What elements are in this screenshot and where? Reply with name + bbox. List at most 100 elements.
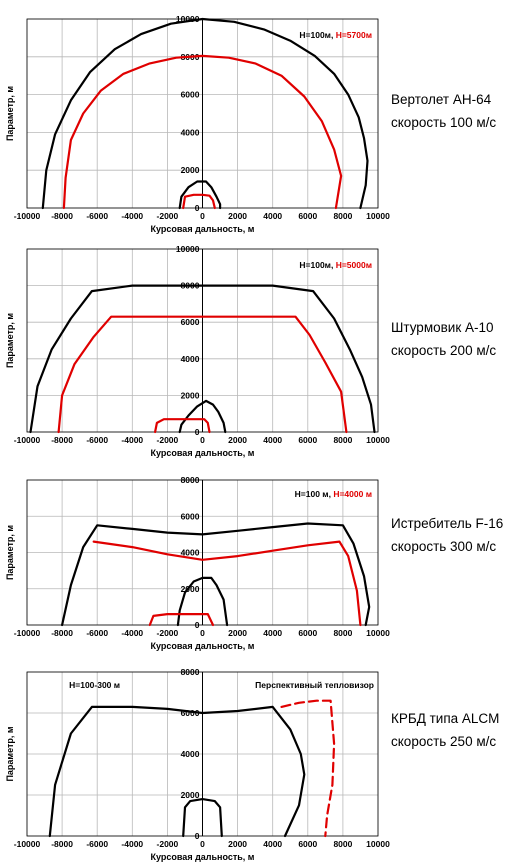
y-tick-label: 0: [195, 620, 200, 630]
aircraft-speed: скорость 100 м/с: [391, 115, 497, 130]
x-tick-label: 10000: [366, 628, 390, 638]
side-label-1: Вертолет АН-64 скорость 100 м/с: [391, 88, 519, 134]
legend: H=100-300 м: [69, 680, 120, 690]
x-tick-label: 10000: [366, 839, 390, 849]
aircraft-speed: скорость 300 м/с: [391, 539, 497, 554]
y-tick-label: 2000: [181, 790, 200, 800]
x-tick-label: -10000: [14, 435, 41, 445]
series-line: [148, 612, 215, 627]
y-tick-label: 6000: [181, 708, 200, 718]
x-tick-label: -8000: [51, 435, 73, 445]
y-tick-label: 6000: [181, 317, 200, 327]
x-tick-label: 0: [200, 211, 205, 221]
x-tick-label: 0: [200, 435, 205, 445]
series-line: [62, 54, 343, 210]
side-label-4: КРБД типа ALCM скорость 250 м/с: [391, 707, 519, 753]
y-axis-label: Параметр, м: [5, 86, 15, 141]
series-line: [182, 193, 216, 210]
series-line: [154, 418, 211, 434]
y-tick-label: 2000: [181, 165, 200, 175]
x-tick-label: 10000: [366, 435, 390, 445]
legend-entry: H=100м,: [299, 260, 335, 270]
x-tick-label: -2000: [157, 839, 179, 849]
x-axis-label: Курсовая дальность, м: [151, 641, 255, 651]
x-tick-label: 8000: [333, 628, 352, 638]
legend: H=100 м, H=4000 м: [295, 489, 372, 499]
chart-4: -10000 -8000 -6000 -4000 -2000 0 2000 4000 6000 8…: [5, 667, 390, 862]
series-line: [178, 399, 227, 434]
y-tick-label: 4000: [181, 749, 200, 759]
side-label-2: Штурмовик А-10 скорость 200 м/с: [391, 316, 519, 362]
x-tick-label: -10000: [14, 628, 41, 638]
x-tick-label: -10000: [14, 211, 41, 221]
x-tick-label: 2000: [228, 435, 247, 445]
legend-entry: H=100м,: [299, 30, 335, 40]
legend-entry: H=5000м: [336, 260, 372, 270]
legend: H=100м, H=5700м: [299, 30, 372, 40]
y-tick-label: 4000: [181, 548, 200, 558]
legend-entry: H=5700м: [336, 30, 372, 40]
aircraft-speed: скорость 250 м/с: [391, 734, 497, 749]
x-tick-label: -2000: [157, 435, 179, 445]
x-tick-label: 8000: [333, 839, 352, 849]
y-tick-label: 8000: [181, 475, 200, 485]
y-tick-label: 10000: [176, 14, 200, 24]
y-axis-label: Параметр, м: [5, 726, 15, 781]
side-label-3: Истребитель F-16 скорость 300 м/с: [391, 512, 519, 558]
x-tick-label: -10000: [14, 839, 41, 849]
x-tick-label: 8000: [333, 435, 352, 445]
series-line: [41, 17, 369, 210]
y-tick-label: 0: [195, 831, 200, 841]
x-tick-label: 0: [200, 839, 205, 849]
series-line: [92, 540, 362, 627]
legend-entry: H=4000 м: [333, 489, 372, 499]
x-tick-label: -4000: [121, 628, 143, 638]
legend: H=100м, H=5000м: [299, 260, 372, 270]
aircraft-name: КРБД типа ALCM: [391, 711, 500, 726]
x-tick-label: -8000: [51, 839, 73, 849]
legend-entry: H=100-300 м: [69, 680, 120, 690]
x-axis-label: Курсовая дальность, м: [151, 224, 255, 234]
series-line: [48, 705, 306, 838]
annotation-label: Перспективный тепловизор: [255, 680, 374, 690]
x-tick-label: 4000: [263, 839, 282, 849]
x-tick-label: 2000: [228, 211, 247, 221]
x-tick-label: 8000: [333, 211, 352, 221]
x-tick-label: 0: [200, 628, 205, 638]
y-tick-label: 4000: [181, 354, 200, 364]
y-tick-label: 4000: [181, 127, 200, 137]
series-line: [57, 315, 348, 434]
x-tick-label: 6000: [298, 628, 317, 638]
x-tick-label: -4000: [121, 435, 143, 445]
x-tick-label: -2000: [157, 211, 179, 221]
x-tick-label: -8000: [51, 211, 73, 221]
x-tick-label: 6000: [298, 435, 317, 445]
x-tick-label: -6000: [86, 628, 108, 638]
x-tick-label: -8000: [51, 628, 73, 638]
x-tick-label: -6000: [86, 211, 108, 221]
series-line: [280, 699, 336, 838]
chart-2: -10000 -8000 -6000 -4000 -2000 0 2000 4000 6000 8…: [5, 244, 390, 458]
legend-entry: H=100 м,: [295, 489, 334, 499]
chart-3: -10000 -8000 -6000 -4000 -2000 0 2000 4000 6000 8…: [5, 475, 390, 651]
x-axis-label: Курсовая дальность, м: [151, 852, 255, 862]
x-tick-label: -4000: [121, 211, 143, 221]
x-tick-label: 6000: [298, 211, 317, 221]
x-tick-label: 4000: [263, 435, 282, 445]
y-axis-label: Параметр, м: [5, 313, 15, 368]
x-tick-label: 2000: [228, 628, 247, 638]
aircraft-name: Истребитель F-16: [391, 516, 504, 531]
series-line: [182, 797, 223, 838]
chart-1: -10000 -8000 -6000 -4000 -2000 0 2000 4000 6000 8…: [5, 14, 390, 234]
y-tick-label: 2000: [181, 390, 200, 400]
y-axis-label: Параметр, м: [5, 525, 15, 580]
x-axis-label: Курсовая дальность, м: [151, 448, 255, 458]
x-tick-label: 10000: [366, 211, 390, 221]
x-tick-label: 2000: [228, 839, 247, 849]
x-tick-label: -6000: [86, 435, 108, 445]
x-tick-label: -2000: [157, 628, 179, 638]
aircraft-speed: скорость 200 м/с: [391, 343, 497, 358]
y-tick-label: 2000: [181, 584, 200, 594]
series-line: [176, 576, 229, 627]
